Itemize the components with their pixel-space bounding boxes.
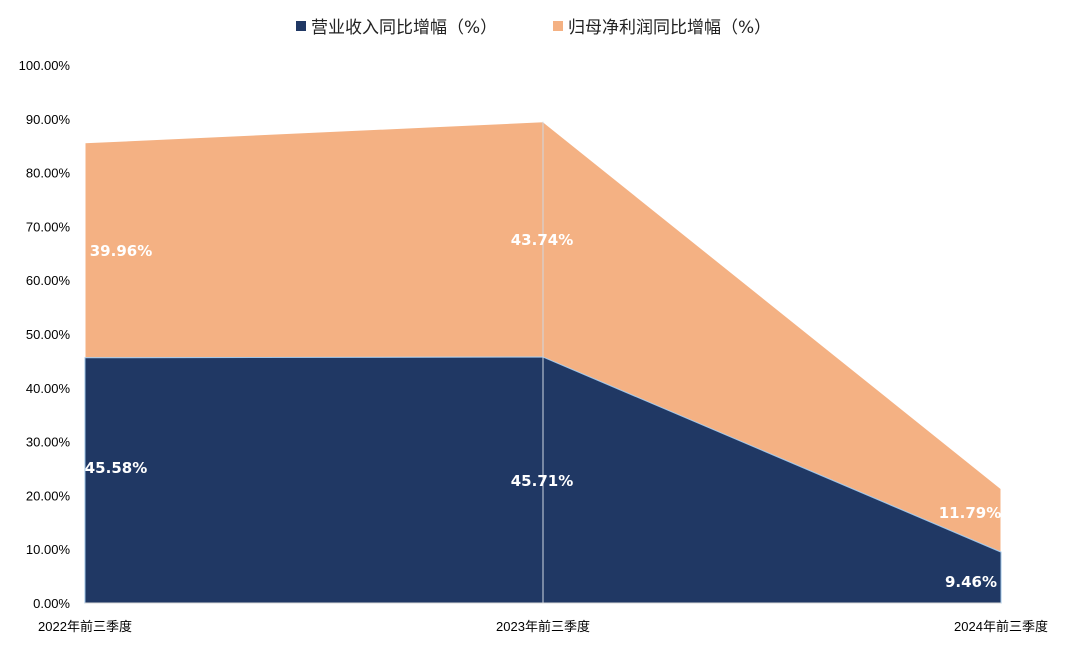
y-tick-label: 100.00% [19, 58, 71, 73]
legend-label-revenue: 营业收入同比增幅（%） [311, 18, 497, 38]
legend-swatch-revenue [296, 21, 306, 31]
legend-swatch-net-profit [553, 21, 563, 31]
y-tick-label: 10.00% [26, 542, 71, 557]
data-label-revenue: 45.58% [85, 459, 147, 477]
plot-area [84, 121, 1002, 604]
y-tick-label: 70.00% [26, 219, 71, 234]
y-tick-label: 80.00% [26, 166, 71, 181]
data-label-net-profit: 39.96% [90, 242, 152, 260]
x-tick-label: 2022年前三季度 [38, 619, 132, 634]
y-tick-label: 30.00% [26, 435, 71, 450]
y-axis: 0.00% 10.00% 20.00% 30.00% 40.00% 50.00% 60.00… [19, 58, 71, 611]
data-label-revenue: 9.46% [945, 573, 997, 591]
data-labels: 45.58% 45.71% 9.46% 39.96% 43.74% 11.79% [85, 231, 1001, 591]
data-label-net-profit: 43.74% [511, 231, 573, 249]
y-tick-label: 0.00% [33, 596, 70, 611]
y-tick-label: 60.00% [26, 273, 71, 288]
chart-legend: 营业收入同比增幅（%） 归母净利润同比增幅（%） [296, 18, 771, 38]
x-axis: 2022年前三季度 2023年前三季度 2024年前三季度 [38, 602, 1048, 634]
y-tick-label: 40.00% [26, 381, 71, 396]
y-tick-label: 90.00% [26, 112, 71, 127]
data-label-net-profit: 11.79% [939, 504, 1001, 522]
y-tick-label: 50.00% [26, 327, 71, 342]
y-tick-label: 20.00% [26, 488, 71, 503]
data-label-revenue: 45.71% [511, 472, 573, 490]
x-tick-label: 2023年前三季度 [496, 619, 590, 634]
legend-label-net-profit: 归母净利润同比增幅（%） [568, 18, 771, 38]
x-tick-label: 2024年前三季度 [954, 619, 1048, 634]
